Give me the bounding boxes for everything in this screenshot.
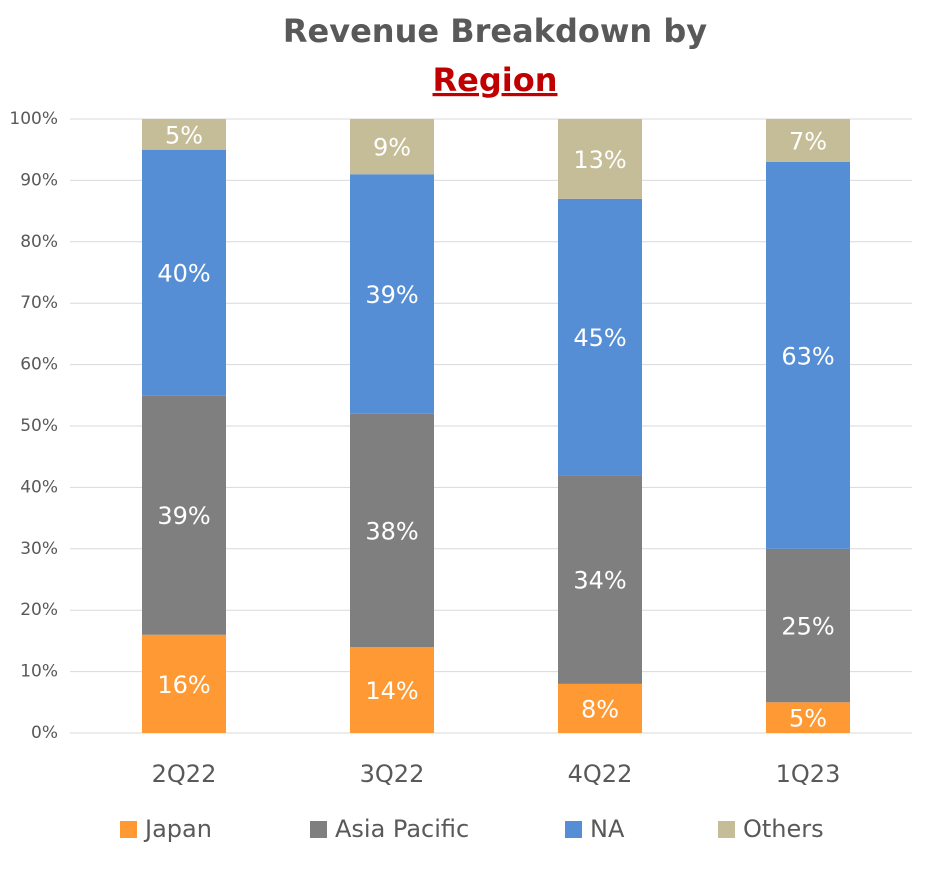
data-label: 40%: [157, 260, 210, 288]
bar-segment: [350, 119, 434, 175]
data-label: 45%: [573, 324, 626, 352]
bar-segment: [350, 174, 434, 414]
y-tick-label: 0%: [31, 723, 58, 743]
data-label: 16%: [157, 671, 210, 699]
bar-segment: [766, 119, 850, 162]
data-label: 8%: [581, 695, 619, 723]
x-tick-label: 1Q23: [776, 760, 841, 788]
data-label: 9%: [373, 134, 411, 162]
legend-label: Asia Pacific: [335, 815, 469, 843]
data-label: 5%: [165, 121, 203, 149]
bar-segment: [766, 702, 850, 733]
y-tick-label: 50%: [20, 416, 58, 436]
bar-segment: [558, 119, 642, 199]
legend-label: Japan: [143, 815, 212, 843]
data-label: 7%: [789, 127, 827, 155]
chart-title-highlight: Region: [433, 61, 558, 99]
legend-label: Others: [743, 815, 824, 843]
bar-segment: [350, 413, 434, 648]
bar-segment: [558, 475, 642, 684]
data-label: 39%: [365, 281, 418, 309]
data-label: 39%: [157, 502, 210, 530]
bar-segment: [350, 647, 434, 733]
y-tick-label: 60%: [20, 355, 58, 375]
y-tick-label: 10%: [20, 662, 58, 682]
bar-segment: [142, 149, 226, 396]
x-tick-label: 3Q22: [360, 760, 425, 788]
legend-swatch: [565, 821, 582, 838]
y-tick-label: 70%: [20, 293, 58, 313]
y-tick-label: 100%: [9, 109, 58, 129]
bar-segment: [142, 634, 226, 733]
bar-segment: [558, 683, 642, 733]
data-label: 13%: [573, 146, 626, 174]
data-label: 25%: [781, 613, 834, 641]
data-label: 63%: [781, 342, 834, 370]
x-tick-label: 4Q22: [568, 760, 633, 788]
bar-segment: [142, 119, 226, 150]
data-label: 5%: [789, 705, 827, 733]
bar-segment: [766, 161, 850, 549]
data-label: 34%: [573, 567, 626, 595]
chart-title: Revenue Breakdown by: [283, 12, 707, 50]
legend-swatch: [718, 821, 735, 838]
data-label: 14%: [365, 677, 418, 705]
legend-label: NA: [590, 815, 625, 843]
data-label: 38%: [365, 517, 418, 545]
legend-swatch: [310, 821, 327, 838]
y-tick-label: 20%: [20, 600, 58, 620]
bar-segment: [142, 395, 226, 635]
bar-segment: [766, 548, 850, 703]
y-tick-label: 90%: [20, 170, 58, 190]
x-tick-label: 2Q22: [152, 760, 217, 788]
y-tick-label: 80%: [20, 232, 58, 252]
legend-swatch: [120, 821, 137, 838]
y-tick-label: 30%: [20, 539, 58, 559]
bar-segment: [558, 198, 642, 476]
y-tick-label: 40%: [20, 477, 58, 497]
